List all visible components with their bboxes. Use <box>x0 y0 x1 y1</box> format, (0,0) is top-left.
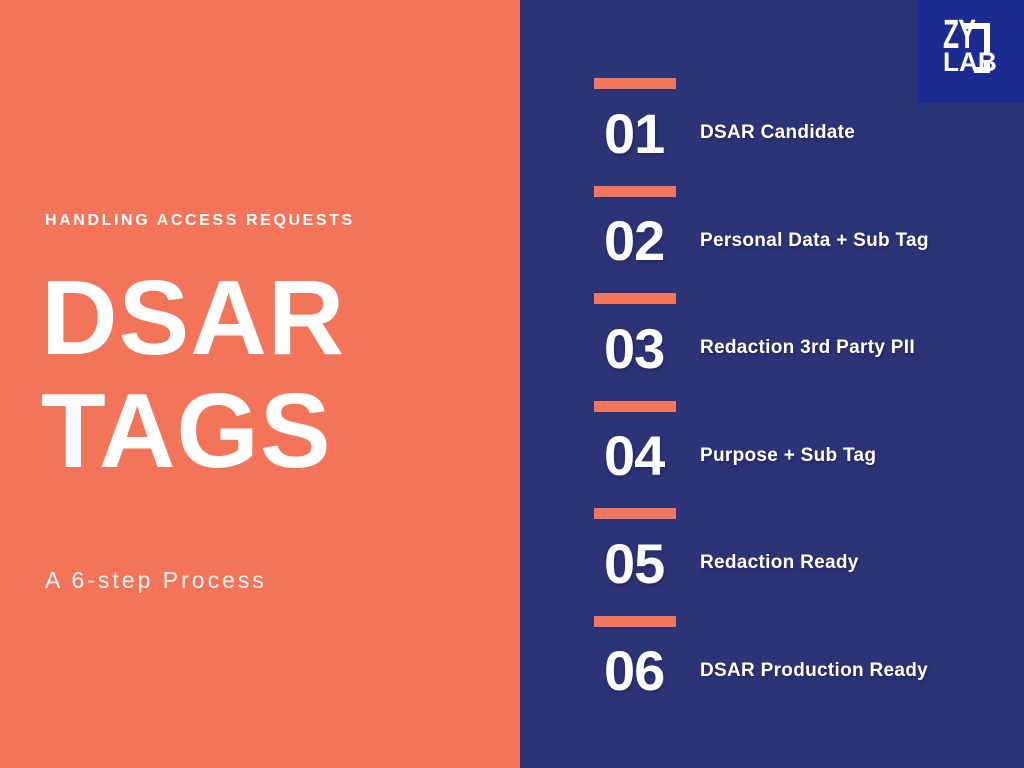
step-divider-bar <box>594 615 676 627</box>
step-number: 02 <box>604 209 665 272</box>
subtitle-text: A 6-step Process <box>45 567 267 593</box>
step-item-2: 02 Personal Data + Sub Tag <box>594 185 1014 294</box>
zylab-logo: ZY LAB <box>918 0 1024 103</box>
step-row: 06 DSAR Production Ready <box>594 639 1014 702</box>
step-divider-bar <box>594 78 676 89</box>
left-panel: HANDLING ACCESS REQUESTS DSAR TAGS A 6-s… <box>0 0 520 768</box>
step-number: 05 <box>604 531 665 595</box>
step-label: Redaction 3rd Party PII <box>700 337 915 358</box>
step-row: 05 Redaction Ready <box>594 532 1014 595</box>
step-label: Redaction Ready <box>700 552 859 573</box>
step-row: 03 Redaction 3rd Party PII <box>594 317 1014 380</box>
step-row: 02 Personal Data + Sub Tag <box>594 209 1014 272</box>
step-item-4: 04 Purpose + Sub Tag <box>594 400 1014 509</box>
right-panel: 01 DSAR Candidate 02 Personal Data + Sub… <box>520 0 1024 768</box>
step-label: DSAR Production Ready <box>700 659 928 681</box>
step-item-6: 06 DSAR Production Ready <box>594 615 1014 724</box>
zylab-logo-text-top: ZY <box>943 11 976 57</box>
bracket-bottom-icon <box>974 60 990 73</box>
step-number: 01 <box>604 101 665 165</box>
step-divider-bar <box>594 293 676 304</box>
steps-list: 01 DSAR Candidate 02 Personal Data + Sub… <box>594 78 1014 723</box>
step-divider-bar <box>594 508 676 519</box>
step-number: 03 <box>604 316 665 380</box>
step-number: 06 <box>604 639 665 702</box>
step-number: 04 <box>604 424 665 487</box>
step-divider-bar <box>594 400 676 412</box>
step-item-1: 01 DSAR Candidate <box>594 78 1014 186</box>
bracket-top-icon <box>962 23 990 53</box>
page-title-line1: DSAR <box>41 259 346 377</box>
step-divider-bar <box>594 185 676 197</box>
step-row: 04 Purpose + Sub Tag <box>594 424 1014 487</box>
step-item-5: 05 Redaction Ready <box>594 508 1014 616</box>
step-label: Purpose + Sub Tag <box>700 444 877 466</box>
step-item-3: 03 Redaction 3rd Party PII <box>594 293 1014 401</box>
step-label: DSAR Candidate <box>700 122 856 143</box>
step-row: 01 DSAR Candidate <box>594 102 1014 165</box>
page-title: DSAR TAGS <box>41 262 345 488</box>
kicker-text: HANDLING ACCESS REQUESTS <box>45 212 355 229</box>
step-label: Personal Data + Sub Tag <box>700 229 929 251</box>
page-title-line2: TAGS <box>41 372 332 490</box>
